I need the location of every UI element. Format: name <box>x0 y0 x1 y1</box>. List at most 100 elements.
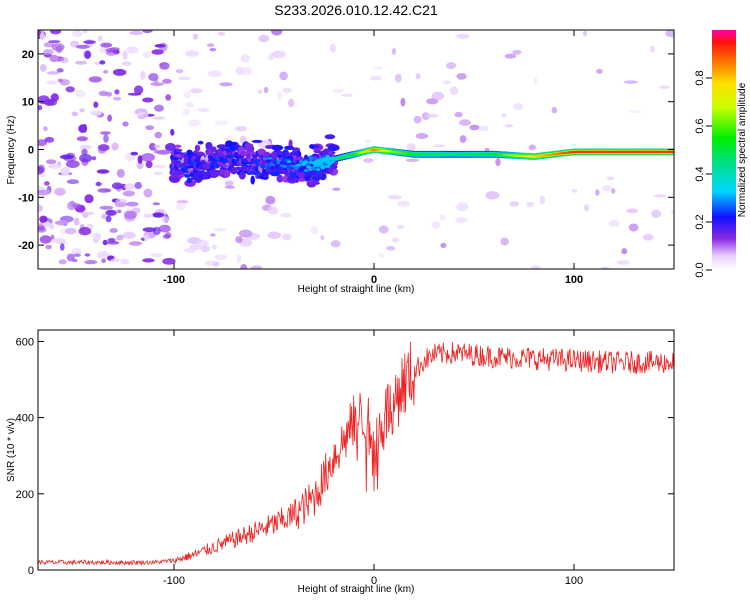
snr-axes: -100 0 100 0 200 400 600 <box>16 330 674 587</box>
noise-blob <box>477 125 489 131</box>
noise-blob <box>75 89 86 98</box>
ridge-segment <box>277 166 282 169</box>
noise-blob <box>265 195 276 205</box>
noise-blob <box>97 35 103 42</box>
colorbar-tick-label: 0.8 <box>694 70 706 85</box>
noise-blob <box>165 143 176 152</box>
ridge-segment <box>174 157 179 161</box>
noise-blob <box>526 201 535 208</box>
noise-blob <box>133 85 144 95</box>
noise-blob <box>456 73 467 80</box>
noise-blob <box>495 158 501 167</box>
colorbar-axes: 0.0 0.2 0.4 0.6 0.8 <box>694 70 712 278</box>
noise-blob <box>236 254 242 263</box>
noise-blob <box>446 62 456 70</box>
ridge-segment <box>270 166 275 171</box>
ridge-segment <box>325 165 330 168</box>
noise-blob <box>207 43 215 48</box>
noise-blob <box>154 44 166 48</box>
noise-blob <box>159 62 170 70</box>
ridge-segment <box>210 157 215 160</box>
noise-blob <box>43 126 48 132</box>
noise-blob <box>143 188 153 198</box>
ridge-segment <box>214 157 220 160</box>
noise-blob <box>65 86 75 93</box>
noise-blob <box>391 47 397 55</box>
noise-blob <box>40 30 45 33</box>
noise-blob <box>46 71 60 75</box>
noise-blob <box>162 234 171 239</box>
y-tick-label: 10 <box>22 97 34 109</box>
noise-blob <box>504 53 517 59</box>
noise-blob <box>84 194 94 204</box>
noise-blob <box>142 227 156 233</box>
noise-blob <box>512 49 522 55</box>
noise-blob <box>47 164 62 169</box>
signal-blob <box>186 149 193 155</box>
noise-blob <box>92 232 102 242</box>
signal-blob <box>309 144 315 149</box>
noise-blob <box>263 86 269 94</box>
noise-blob <box>442 80 452 85</box>
noise-blob <box>56 68 64 73</box>
noise-blob <box>192 33 199 40</box>
noise-blob <box>97 251 110 259</box>
noise-blob <box>456 202 469 212</box>
noise-blob <box>111 142 119 151</box>
noise-blob <box>60 243 65 251</box>
noise-blob <box>44 181 50 186</box>
noise-blob <box>83 40 96 44</box>
snr-plot <box>38 341 674 566</box>
noise-blob <box>214 254 228 261</box>
noise-blob <box>110 258 120 263</box>
noise-blob <box>84 253 91 257</box>
noise-blob <box>78 227 92 236</box>
noise-blob <box>539 195 546 205</box>
noise-blob <box>56 241 68 245</box>
noise-blob <box>116 209 122 214</box>
signal-blob <box>174 144 182 148</box>
noise-blob <box>152 165 167 169</box>
noise-blob <box>44 136 55 143</box>
ridge-segment <box>301 162 306 166</box>
noise-blob <box>121 61 132 66</box>
noise-blob <box>128 241 142 246</box>
noise-blob <box>109 47 120 51</box>
noise-blob <box>212 261 220 267</box>
noise-blob <box>39 32 46 41</box>
signal-blob <box>248 171 261 175</box>
signal-blob <box>328 150 333 156</box>
noise-blob <box>65 152 75 159</box>
noise-blob <box>107 238 116 243</box>
x-tick-label: 0 <box>371 274 377 286</box>
noise-blob <box>74 60 87 65</box>
noise-blob <box>122 121 129 127</box>
noise-blob <box>279 71 288 81</box>
signal-blob <box>224 171 231 178</box>
noise-blob <box>320 235 325 240</box>
snr-series-line <box>38 341 674 566</box>
noise-blob <box>602 185 612 192</box>
noise-blob <box>120 258 130 265</box>
noise-blob <box>329 43 336 53</box>
noise-blob <box>129 30 144 36</box>
noise-blob <box>626 208 639 214</box>
noise-blob <box>161 216 169 223</box>
ridge-segment <box>322 158 328 161</box>
noise-blob <box>109 228 118 233</box>
noise-blob <box>235 125 247 132</box>
noise-blob <box>51 43 65 52</box>
noise-blob <box>136 112 149 119</box>
noise-blob <box>145 125 155 131</box>
signal-blob <box>314 144 320 149</box>
noise-blob <box>100 42 113 48</box>
signal-blob <box>324 134 336 140</box>
noise-blob <box>153 144 161 149</box>
signal-blob <box>297 172 304 177</box>
signal-blob <box>238 171 246 180</box>
y-tick-label: 0 <box>28 145 34 157</box>
noise-blob <box>101 258 106 264</box>
noise-blob <box>105 209 117 216</box>
snr-ylabel: SNR (10 * v/v) <box>6 418 17 482</box>
